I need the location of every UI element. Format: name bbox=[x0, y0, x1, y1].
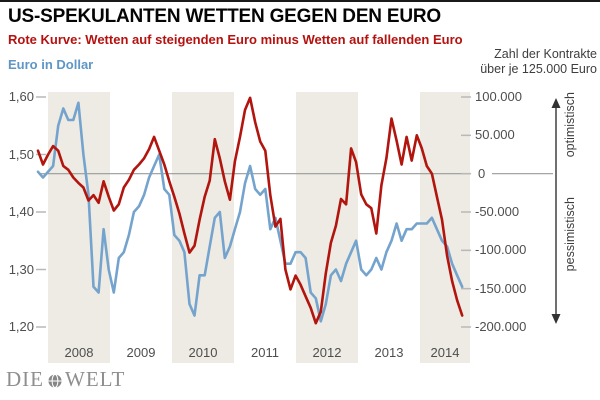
globe-icon bbox=[48, 373, 62, 388]
right-axis-tick-label: 50.000 bbox=[475, 127, 515, 143]
chart-title: US-SPEKULANTEN WETTEN GEGEN DEN EURO bbox=[8, 6, 441, 27]
left-axis-tick-label: 1,20 bbox=[8, 319, 34, 334]
logo-text-welt: WELT bbox=[65, 367, 126, 391]
right-axis-tick-label: -100.000 bbox=[475, 242, 527, 258]
year-band-2014 bbox=[420, 92, 470, 363]
chart-subtitle: Rote Kurve: Wetten auf steigenden Euro m… bbox=[8, 32, 463, 47]
left-axis-tick-label: 1,40 bbox=[8, 204, 34, 219]
year-band-2010 bbox=[172, 92, 234, 363]
top-border-rule bbox=[0, 0, 600, 2]
left-axis-tick-label: 1,50 bbox=[8, 146, 34, 162]
right-axis-tick-label: 0 bbox=[478, 165, 486, 181]
optimistic-annotation: optimistisch bbox=[563, 92, 577, 158]
year-label: 2013 bbox=[374, 345, 404, 360]
right-axis-tick-label: -150.000 bbox=[475, 280, 527, 296]
right-axis-tick-label: -200.000 bbox=[475, 319, 527, 334]
pessimistic-annotation: pessimistisch bbox=[563, 197, 577, 272]
arrow-down-head-icon bbox=[551, 314, 561, 324]
year-label: 2008 bbox=[64, 345, 94, 360]
net-contracts-line bbox=[36, 96, 464, 325]
year-label: 2012 bbox=[312, 345, 342, 360]
year-band-2012 bbox=[296, 92, 358, 363]
eur-usd-line bbox=[36, 101, 464, 323]
die-welt-logo: DIE WELT bbox=[6, 367, 125, 392]
right-axis-title-line1: Zahl der Kontrakte bbox=[494, 47, 597, 61]
logo-text-die: DIE bbox=[6, 367, 44, 391]
year-label: 2010 bbox=[188, 345, 218, 360]
year-label: 2009 bbox=[126, 345, 156, 360]
left-axis-tick-label: 1,30 bbox=[8, 261, 34, 277]
year-label: 2014 bbox=[430, 345, 460, 360]
year-label: 2011 bbox=[251, 345, 279, 360]
left-axis-title: Euro in Dollar bbox=[8, 57, 94, 72]
left-axis-tick-label: 1,60 bbox=[8, 89, 34, 104]
right-axis-title-line2: über je 125.000 Euro bbox=[480, 61, 597, 76]
right-axis-title: Zahl der Kontrakte über je 125.000 Euro bbox=[480, 47, 597, 77]
year-band-2008 bbox=[48, 92, 110, 363]
right-axis-tick-label: -50.000 bbox=[475, 204, 520, 219]
arrow-up-head-icon bbox=[551, 98, 561, 108]
right-axis-tick-label: 100.000 bbox=[475, 89, 522, 104]
